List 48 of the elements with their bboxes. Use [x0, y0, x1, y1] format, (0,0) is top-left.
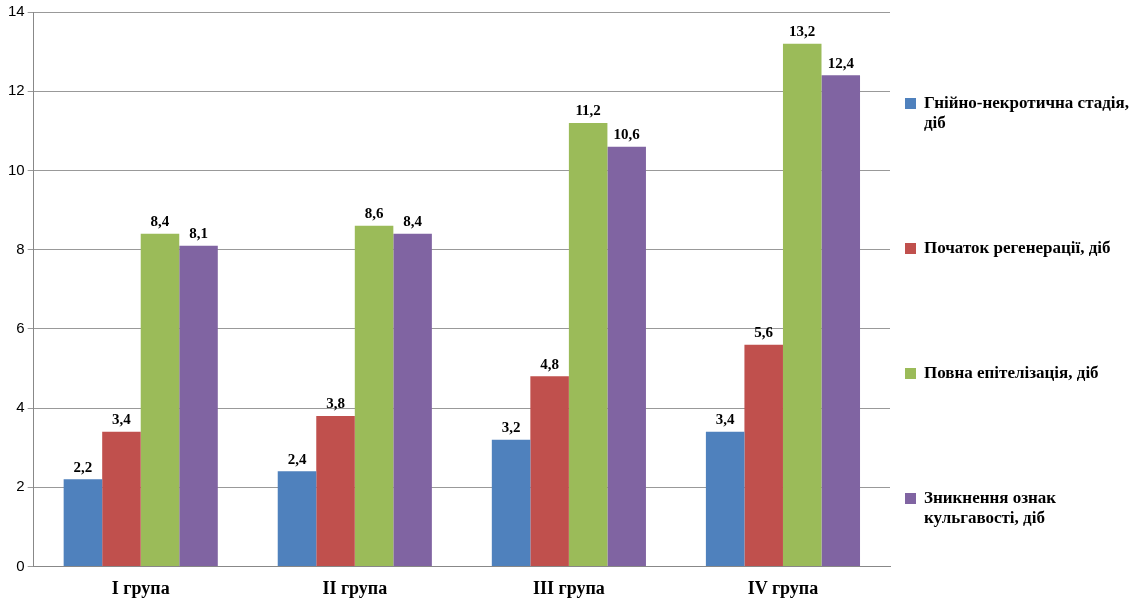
- y-tick-label: 8: [16, 239, 25, 257]
- data-label: 8,4: [403, 213, 423, 230]
- legend-label: Початок регенерації, діб: [924, 237, 1111, 258]
- bar: [277, 471, 317, 566]
- y-tick-label: 6: [16, 318, 25, 336]
- y-tick-label: 14: [8, 2, 25, 20]
- y-tick-label: 10: [8, 160, 25, 178]
- data-label: 3,8: [326, 395, 345, 412]
- bar: [782, 43, 822, 566]
- data-label: 8,6: [364, 205, 384, 222]
- data-label: 13,2: [789, 23, 816, 40]
- data-label: 12,4: [827, 54, 855, 71]
- x-tick-label: I група: [111, 577, 170, 598]
- data-label: 2,4: [287, 450, 307, 467]
- bar: [179, 245, 218, 566]
- bar: [568, 122, 608, 566]
- bar: [530, 376, 569, 566]
- data-label: 3,4: [715, 411, 736, 428]
- data-label: 3,2: [501, 419, 521, 436]
- bar: [607, 146, 646, 566]
- data-label: 11,2: [575, 102, 601, 119]
- bar: [354, 225, 394, 566]
- data-label: 8,4: [150, 213, 170, 230]
- bar: [316, 415, 355, 566]
- legend-label: Гнійно-некротична стадія, діб: [924, 92, 1130, 133]
- data-label: 10,6: [613, 126, 641, 143]
- y-tick-label: 2: [16, 477, 25, 495]
- bar: [102, 431, 141, 566]
- bar: [705, 431, 745, 566]
- data-label: 3,4: [112, 411, 132, 428]
- y-tick-label: 4: [16, 398, 25, 416]
- legend-label: Зникнення ознак кульгавості, діб: [924, 487, 1058, 528]
- x-tick-label: IV група: [747, 577, 819, 598]
- bar: [393, 233, 432, 566]
- data-label: 4,8: [540, 355, 559, 372]
- data-label: 8,1: [189, 225, 208, 242]
- x-tick-label: III група: [532, 577, 605, 598]
- x-tick-label: II група: [322, 577, 388, 598]
- bar: [744, 344, 783, 566]
- data-label: 5,6: [754, 324, 774, 341]
- y-tick-label: 12: [8, 81, 25, 99]
- bar: [63, 479, 103, 566]
- bar: [140, 233, 180, 566]
- legend-label: Повна епітелізація, діб: [924, 362, 1099, 383]
- bar: [821, 75, 861, 566]
- data-label: 2,2: [73, 458, 93, 475]
- bar: [491, 439, 531, 566]
- y-tick-label: 0: [16, 556, 25, 574]
